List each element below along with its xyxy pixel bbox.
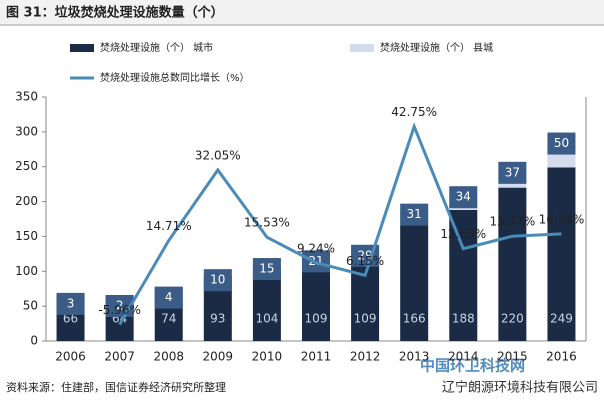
data-label: 74 [161, 312, 176, 326]
bar-segment [302, 265, 330, 341]
data-label: 31 [407, 207, 422, 221]
data-label: 32.05% [195, 148, 241, 162]
data-label: 66 [63, 312, 78, 326]
y-tick-label: 0 [30, 334, 38, 348]
label-box [547, 132, 576, 155]
data-label: 29 [357, 248, 372, 262]
label-box [449, 186, 478, 209]
data-label: 9.24% [297, 241, 335, 255]
data-label: 166 [403, 312, 426, 326]
y-tick-label: 300 [15, 124, 38, 138]
data-label: 104 [255, 312, 278, 326]
title-band [0, 0, 604, 24]
label-box [400, 203, 429, 226]
x-tick-label: 2016 [546, 350, 577, 364]
bar-segment [547, 167, 576, 341]
x-tick-label: 2014 [448, 350, 479, 364]
x-tick-label: 2010 [252, 350, 283, 364]
x-tick-label: 2008 [153, 350, 184, 364]
x-tick-label: 2012 [350, 350, 381, 364]
watermark: 辽宁朗源环境科技有限公司 [442, 380, 598, 396]
y-tick-label: 100 [15, 264, 38, 278]
label-box [498, 161, 527, 184]
data-label: 16.34% [539, 212, 585, 226]
label-box [154, 286, 183, 309]
line [118, 122, 562, 326]
data-label: 15 [259, 262, 274, 276]
data-label: 220 [501, 312, 524, 326]
x-tick-label: 2006 [55, 350, 86, 364]
x-tick-label: 2009 [203, 350, 234, 364]
watermark: 中国环卫科技网 [420, 357, 525, 375]
data-label: -5.96% [98, 303, 140, 317]
data-label: 34 [456, 190, 471, 204]
source: 资料来源：住建部，国信证券经济研究所整理 [6, 380, 226, 394]
legend-swatch [350, 44, 374, 52]
data-label: 12.69% [440, 227, 486, 241]
bar-segment [252, 268, 281, 341]
data-label: 3 [67, 296, 75, 310]
bar-segment [351, 265, 380, 341]
y-tick-label: 150 [15, 229, 38, 243]
data-label: 93 [210, 312, 225, 326]
x-tick-label: 2013 [399, 350, 430, 364]
data-label: 37 [505, 165, 520, 179]
data-label: 15.77% [489, 215, 535, 229]
chart-title: 图 31：垃圾焚烧处理设施数量（个） [6, 5, 224, 21]
legend-label: 焚烧处理设施（个） 县城 [380, 41, 493, 54]
bar-segment [449, 209, 478, 341]
data-label: 109 [305, 312, 328, 326]
bar-segment [400, 225, 429, 341]
label-box [252, 258, 281, 281]
data-label: 10 [210, 273, 225, 287]
data-label: 4 [165, 290, 173, 304]
label-box [203, 269, 232, 292]
bar-segment [498, 187, 527, 341]
data-label: 188 [452, 312, 475, 326]
legend-swatch [70, 44, 94, 52]
data-label: 2 [116, 298, 124, 312]
x-tick-label: 2015 [497, 350, 528, 364]
y-tick-label: 350 [15, 90, 38, 104]
data-label: 42.75% [391, 105, 437, 119]
data-label: 249 [550, 312, 573, 326]
legend-label: 焚烧处理设施（个） 城市 [100, 41, 213, 54]
data-label: 109 [354, 312, 377, 326]
legend-label: 焚烧处理设施总数同比增长（%） [100, 71, 250, 84]
data-label: 14.71% [146, 219, 192, 233]
y-tick-label: 250 [15, 159, 38, 173]
data-label: 15.53% [244, 216, 290, 230]
x-tick-label: 2007 [104, 350, 135, 364]
label-box [56, 292, 85, 315]
data-label: 50 [554, 136, 569, 150]
y-tick-label: 200 [15, 194, 38, 208]
data-label: 6.15% [346, 254, 384, 268]
y-tick-label: 50 [23, 299, 38, 313]
x-tick-label: 2011 [301, 350, 332, 364]
